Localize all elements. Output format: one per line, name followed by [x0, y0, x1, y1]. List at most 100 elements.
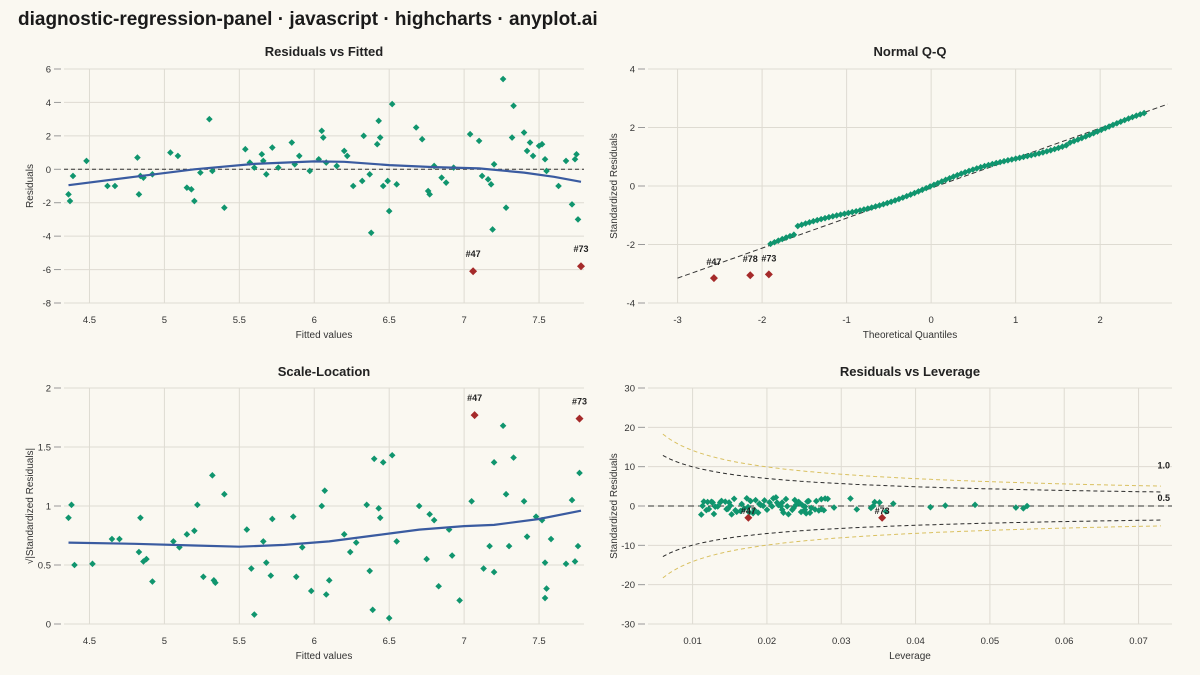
chart-panel-4: Residuals vs Leverage 0.01 0.02 0.03 0.04 0.0… — [609, 364, 1172, 662]
y-tick-label: 1 — [46, 502, 51, 513]
data-point — [318, 127, 326, 135]
data-point — [379, 459, 387, 466]
data-point — [824, 495, 832, 503]
data-point — [209, 167, 216, 175]
data-point — [942, 502, 949, 509]
data-point — [856, 207, 864, 214]
data-point — [1051, 145, 1058, 153]
data-point — [773, 499, 781, 506]
data-point — [562, 560, 570, 568]
data-point — [812, 497, 820, 505]
data-point — [744, 503, 752, 511]
x-tick-label: 0.02 — [758, 636, 777, 647]
x-tick-label: 5 — [162, 636, 167, 647]
data-point — [723, 505, 730, 513]
data-point — [1140, 109, 1148, 117]
y-tick-label: 0 — [630, 182, 635, 193]
data-point — [971, 501, 979, 509]
data-point — [768, 503, 776, 510]
data-point — [573, 150, 580, 158]
data-point — [412, 124, 420, 131]
y-tick-label: 0 — [46, 165, 51, 176]
data-point — [889, 500, 897, 507]
y-tick-label: 0 — [46, 620, 51, 631]
data-point — [65, 514, 72, 522]
data-point — [1090, 129, 1097, 137]
outlier-point — [470, 411, 479, 420]
outlier-label: #73 — [761, 253, 776, 263]
y-tick-label: 2 — [46, 131, 51, 142]
x-tick-label: 4.5 — [83, 315, 96, 326]
data-point — [333, 162, 341, 170]
data-point — [788, 506, 796, 514]
data-point — [794, 222, 802, 230]
data-point — [346, 548, 354, 556]
data-point — [484, 176, 492, 183]
data-point — [393, 181, 400, 188]
x-tick-label: -1 — [842, 315, 850, 326]
data-point — [961, 168, 969, 176]
data-point — [555, 182, 562, 190]
data-point — [360, 132, 368, 140]
y-tick-label: -4 — [43, 232, 51, 243]
data-point — [468, 497, 475, 505]
x-tick-label: 5.5 — [233, 636, 246, 647]
data-point — [880, 200, 887, 208]
data-point — [1035, 150, 1043, 157]
data-point — [206, 115, 213, 123]
data-point — [1062, 142, 1070, 149]
data-point — [194, 501, 201, 509]
data-point — [191, 527, 198, 535]
data-point — [376, 134, 384, 141]
data-point — [385, 614, 393, 622]
data-point — [274, 164, 282, 171]
y-tick-label: 4 — [46, 98, 51, 109]
data-point — [89, 560, 96, 568]
data-point — [529, 152, 537, 160]
data-point — [325, 577, 333, 584]
data-point — [349, 182, 357, 190]
data-point — [911, 189, 918, 197]
data-point — [442, 179, 450, 186]
x-tick-label: 5.5 — [233, 315, 246, 326]
chart-title: Normal Q-Q — [874, 44, 947, 59]
data-point — [797, 508, 805, 516]
data-point — [523, 147, 531, 155]
outlier-point — [878, 513, 887, 522]
x-tick-label: 7.5 — [532, 636, 545, 647]
data-point — [369, 606, 377, 614]
outlier-label: #47 — [706, 257, 721, 267]
data-point — [796, 500, 804, 507]
data-point — [295, 152, 303, 160]
outlier-point — [575, 414, 584, 423]
x-axis-label: Fitted values — [296, 330, 353, 341]
data-point — [541, 155, 549, 163]
data-point — [352, 539, 360, 546]
data-point — [965, 167, 973, 175]
y-tick-label: 0.5 — [38, 561, 51, 572]
outlier-label: #47 — [741, 506, 756, 516]
data-point — [358, 177, 366, 185]
data-point — [71, 561, 78, 569]
data-point — [65, 191, 72, 198]
data-point — [946, 174, 953, 182]
x-tick-label: 7 — [461, 636, 466, 647]
data-point — [268, 515, 276, 523]
data-point — [68, 501, 75, 509]
data-point — [393, 538, 400, 545]
data-point — [535, 142, 543, 150]
y-tick-label: 20 — [624, 423, 635, 434]
data-point — [263, 559, 270, 566]
data-point — [845, 209, 852, 217]
data-point — [456, 597, 463, 604]
data-point — [424, 187, 432, 195]
x-tick-label: 0.04 — [906, 636, 925, 647]
y-axis-label: Standardized Residuals — [609, 133, 620, 239]
outlier-point — [746, 271, 755, 280]
data-point — [1031, 151, 1039, 158]
data-point — [306, 167, 314, 175]
data-point — [766, 499, 773, 506]
data-point — [576, 469, 583, 477]
data-point — [111, 182, 119, 190]
